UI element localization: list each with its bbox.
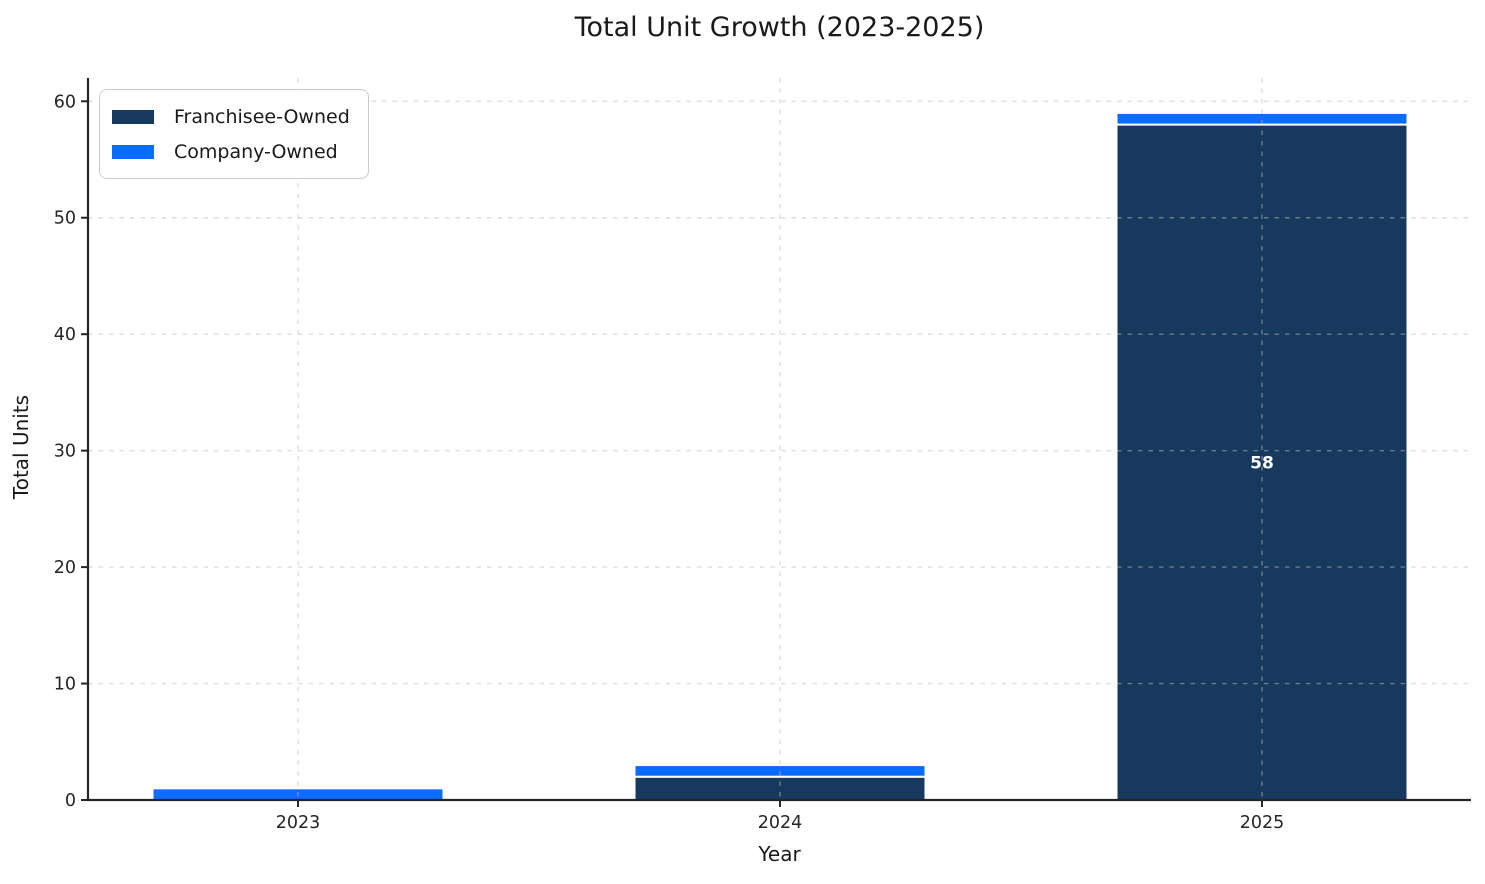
bar-segment-2024-company-owned: [633, 764, 927, 778]
legend-item-franchisee-owned: Franchisee-Owned: [112, 99, 350, 134]
legend-label-company-owned: Company-Owned: [174, 140, 338, 163]
legend-swatch-company-owned: [112, 144, 154, 159]
legend-label-franchisee-owned: Franchisee-Owned: [174, 105, 350, 128]
y-tick-label: 20: [54, 558, 76, 578]
legend: Franchisee-Owned Company-Owned: [99, 89, 369, 179]
x-tick-label: 2025: [1240, 813, 1285, 833]
x-tick-label: 2024: [758, 813, 803, 833]
y-tick-label: 10: [54, 675, 76, 695]
x-tick-label: 2023: [276, 813, 321, 833]
y-tick-label: 60: [54, 92, 76, 112]
bar-segment-2024-franchisee-owned: [633, 775, 927, 801]
legend-item-company-owned: Company-Owned: [112, 134, 350, 169]
y-tick-label: 30: [54, 442, 76, 462]
y-tick-label: 40: [54, 325, 76, 345]
y-tick-label: 50: [54, 209, 76, 229]
y-tick-label: 0: [65, 791, 76, 811]
bar-value-label: 58: [1250, 453, 1274, 473]
x-axis-label: Year: [758, 842, 801, 866]
legend-swatch-franchisee-owned: [112, 109, 154, 124]
chart-title: Total Unit Growth (2023-2025): [574, 12, 985, 43]
